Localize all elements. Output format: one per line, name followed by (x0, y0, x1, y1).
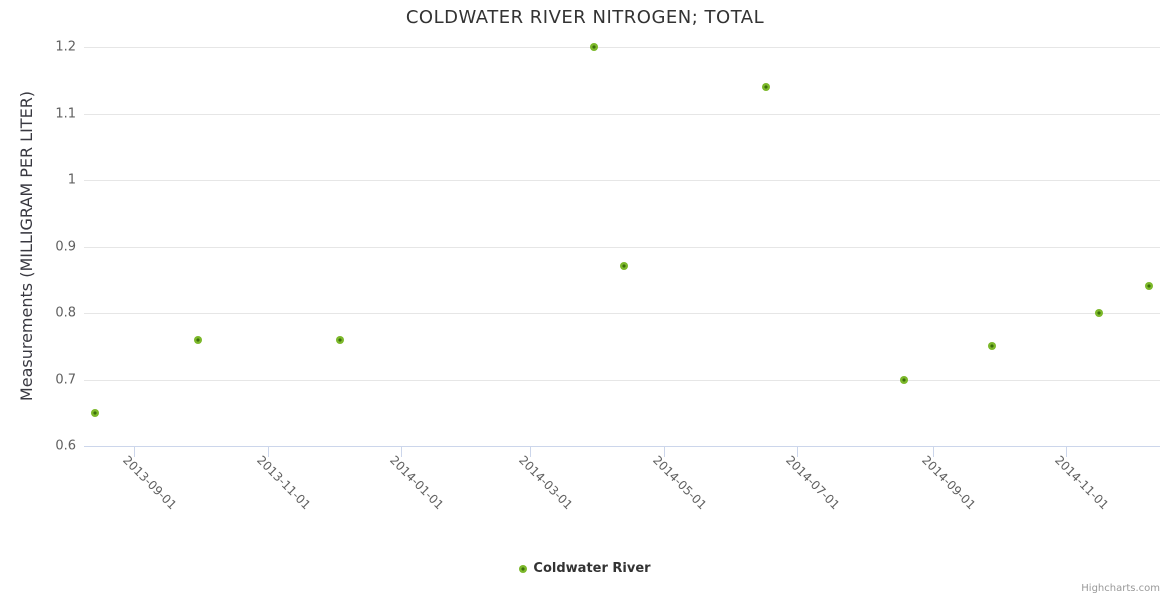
x-axis-tick-label: 2014-09-01 (918, 453, 978, 513)
y-gridline (84, 379, 1160, 381)
y-gridline (84, 246, 1160, 248)
legend: Coldwater River (0, 561, 1170, 576)
chart-title: COLDWATER RIVER NITROGEN; TOTAL (405, 7, 765, 28)
data-point[interactable] (335, 335, 344, 344)
y-gridline (84, 180, 1160, 181)
legend-item-coldwater-river[interactable]: Coldwater River (519, 561, 651, 576)
legend-label: Coldwater River (533, 561, 651, 576)
x-axis-tick-label: 2014-07-01 (783, 453, 843, 513)
y-axis-tick-label: 1.1 (55, 106, 76, 121)
data-point[interactable] (193, 335, 202, 344)
x-axis-tick-label: 2014-03-01 (516, 453, 576, 513)
data-point[interactable] (762, 82, 771, 91)
y-axis-tick-label: 1.2 (55, 39, 76, 55)
x-axis-line (84, 446, 1160, 447)
data-point[interactable] (90, 408, 99, 417)
y-axis-tick-label: 1 (67, 172, 76, 188)
x-axis-tick-label: 2014-05-01 (649, 453, 709, 513)
series-marker-icon (519, 564, 528, 573)
x-axis-tick-label: 2014-01-01 (387, 453, 447, 513)
data-point[interactable] (589, 43, 598, 51)
y-axis-tick-label: 0.9 (55, 239, 76, 254)
x-axis-tick (1065, 447, 1067, 457)
y-axis-tick-label: 0.6 (55, 438, 76, 454)
data-point[interactable] (1094, 309, 1103, 317)
x-axis-tick (530, 447, 532, 457)
data-point[interactable] (900, 375, 909, 384)
data-point[interactable] (1145, 282, 1154, 291)
data-point[interactable] (620, 262, 629, 271)
data-point[interactable] (987, 342, 996, 351)
y-gridline (84, 113, 1160, 115)
x-axis-tick (932, 447, 934, 457)
x-axis-tick (267, 447, 269, 457)
x-axis-tick-label: 2014-11-01 (1052, 453, 1112, 513)
x-axis-tick (401, 447, 403, 457)
x-axis-tick-label: 2013-09-01 (120, 453, 180, 513)
x-axis-tick (796, 447, 798, 457)
y-axis-tick-label: 0.7 (55, 372, 76, 387)
y-gridline (84, 47, 1160, 48)
highcharts-credits-link[interactable]: Highcharts.com (1081, 583, 1160, 594)
x-axis-tick-label: 2013-11-01 (253, 453, 314, 513)
x-axis-tick (134, 447, 136, 457)
y-gridline (84, 313, 1160, 314)
x-axis-tick (663, 447, 665, 457)
y-axis-tick-label: 0.8 (55, 305, 76, 321)
